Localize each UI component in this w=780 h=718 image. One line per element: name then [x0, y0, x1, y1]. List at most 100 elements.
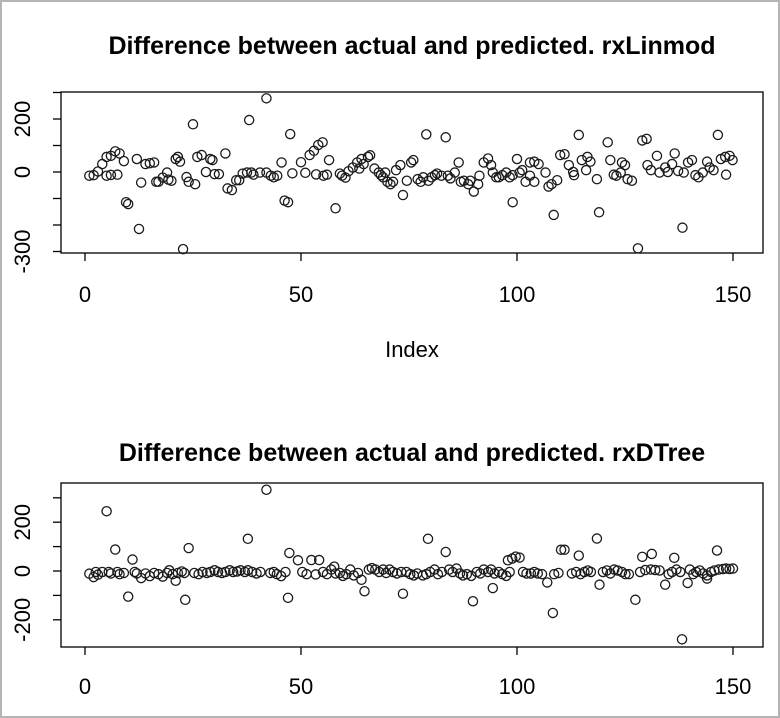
data-point — [472, 178, 484, 190]
data-point — [591, 533, 603, 544]
data-point — [605, 568, 616, 579]
data-point — [340, 172, 351, 183]
data-point — [382, 176, 393, 188]
data-point — [183, 542, 194, 554]
data-point — [507, 169, 518, 181]
data-point — [697, 167, 709, 178]
data-point — [161, 567, 173, 579]
data-point — [261, 484, 272, 495]
data-point — [724, 563, 735, 575]
data-point — [623, 568, 635, 580]
y-axis-tick-label: -300 — [10, 229, 35, 273]
data-point — [385, 178, 396, 190]
data-point — [271, 170, 283, 181]
y-axis-tick-label: 200 — [10, 101, 35, 138]
data-point — [356, 574, 367, 586]
data-point — [377, 564, 389, 575]
data-point — [405, 157, 417, 168]
data-point — [352, 567, 364, 579]
data-point — [672, 165, 684, 177]
data-point — [593, 207, 605, 218]
data-point — [84, 170, 95, 181]
data-point — [482, 153, 494, 164]
data-point — [177, 243, 189, 255]
data-point — [686, 154, 698, 166]
data-point — [563, 159, 575, 171]
data-point — [489, 568, 500, 579]
data-point — [306, 554, 317, 566]
data-point — [640, 564, 651, 576]
data-point — [310, 169, 322, 180]
data-point — [690, 169, 701, 181]
data-point — [276, 157, 287, 168]
data-point — [559, 544, 570, 556]
plot-box — [60, 482, 764, 648]
plot-box — [60, 91, 764, 254]
data-point — [90, 566, 102, 578]
data-point — [675, 566, 686, 578]
data-point — [317, 137, 328, 148]
data-point — [649, 564, 661, 576]
data-point — [659, 579, 671, 590]
data-point — [120, 196, 132, 208]
data-point — [511, 153, 523, 165]
data-point — [548, 209, 559, 221]
data-point — [418, 172, 429, 183]
data-point — [573, 129, 585, 141]
data-point — [711, 545, 723, 556]
data-point — [151, 176, 162, 188]
linmod-plot-title: Difference between actual and predicted.… — [108, 32, 715, 60]
data-point — [243, 114, 255, 126]
data-point — [101, 151, 112, 163]
data-point — [637, 551, 648, 563]
data-point — [727, 563, 739, 574]
data-point — [380, 567, 392, 579]
data-point — [118, 567, 130, 579]
data-point — [321, 169, 333, 180]
data-point — [701, 156, 713, 167]
data-point — [246, 566, 258, 578]
data-point — [536, 568, 548, 580]
data-point — [429, 169, 441, 181]
data-point — [620, 568, 631, 580]
data-point — [118, 155, 130, 167]
data-point — [514, 167, 525, 178]
data-point — [282, 592, 294, 604]
linmod-plot-area: 200 0 -300 0 50 100 150 — [10, 91, 764, 307]
data-point — [641, 133, 652, 145]
data-point — [220, 148, 231, 159]
data-point — [559, 148, 570, 160]
data-point — [708, 164, 719, 176]
y-axis-tick-label: 0 — [10, 565, 35, 577]
data-point — [122, 198, 134, 210]
data-point — [241, 167, 253, 178]
data-point — [487, 582, 499, 594]
data-point — [591, 173, 603, 185]
data-point — [516, 164, 528, 176]
data-point — [239, 566, 251, 578]
data-point — [233, 174, 245, 186]
data-point — [329, 561, 340, 572]
data-point — [616, 157, 628, 168]
data-point — [323, 154, 335, 166]
data-point — [213, 168, 225, 180]
data-point — [144, 158, 156, 169]
data-point — [222, 183, 233, 194]
data-point — [397, 588, 409, 599]
data-point — [712, 129, 724, 141]
data-point — [442, 170, 454, 181]
data-point — [362, 151, 374, 163]
data-point — [585, 566, 597, 578]
data-point — [521, 568, 532, 579]
data-point — [548, 568, 560, 580]
data-point — [176, 566, 188, 577]
data-point — [677, 222, 688, 233]
data-point — [580, 164, 592, 176]
data-point — [443, 564, 455, 575]
data-point — [619, 159, 631, 171]
data-point — [662, 166, 674, 178]
data-point — [226, 184, 238, 196]
data-point — [651, 150, 663, 162]
